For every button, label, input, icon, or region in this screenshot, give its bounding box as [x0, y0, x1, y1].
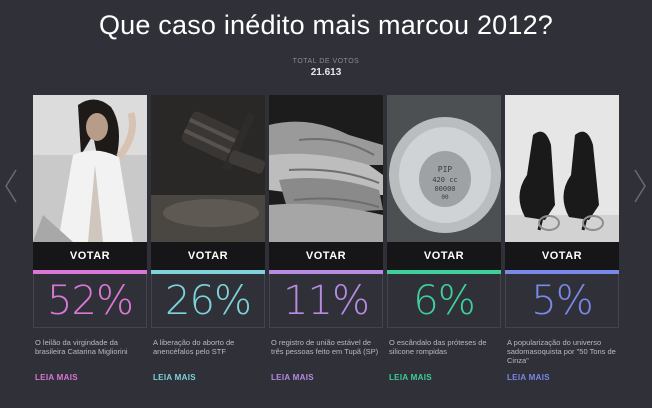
percentage-box: 52% — [33, 274, 147, 328]
svg-text:420 cc: 420 cc — [432, 176, 457, 184]
vote-percentage: 6% — [413, 278, 475, 324]
accent-bar — [387, 270, 501, 274]
accent-bar — [269, 270, 383, 274]
svg-text:00000: 00000 — [434, 185, 455, 193]
silicone-implant-photo: PIP 420 cc 00000 00 — [387, 95, 501, 242]
read-more-link[interactable]: LEIA MAIS — [271, 373, 314, 382]
read-more-link[interactable]: LEIA MAIS — [35, 373, 78, 382]
vote-button[interactable]: VOTAR — [33, 242, 147, 270]
vote-percentage: 5% — [531, 278, 593, 324]
accent-bar — [505, 270, 619, 274]
poll-question: Que caso inédito mais marcou 2012? — [98, 10, 554, 40]
read-more-link[interactable]: LEIA MAIS — [389, 373, 432, 382]
poll-option-card: VOTAR 5% A popularização do universo sad… — [505, 95, 619, 395]
implant-text: PIP — [438, 165, 453, 174]
vote-percentage: 52% — [47, 278, 134, 324]
stacked-hands-photo — [269, 95, 383, 242]
percentage-box: 26% — [151, 274, 265, 328]
option-description: O escândalo das próteses de silicone rom… — [389, 338, 487, 356]
option-description: A liberação do aborto de anencéfalos pel… — [153, 338, 235, 356]
total-votes-label: TOTAL DE VOTOS — [292, 58, 360, 65]
vote-button[interactable]: VOTAR — [269, 242, 383, 270]
option-description: A popularização do universo sadomasoquis… — [507, 338, 616, 365]
next-arrow-button[interactable] — [633, 168, 647, 204]
read-more-link[interactable]: LEIA MAIS — [507, 373, 550, 382]
high-heels-photo — [505, 95, 619, 242]
vote-button[interactable]: VOTAR — [151, 242, 265, 270]
vote-button[interactable]: VOTAR — [505, 242, 619, 270]
accent-bar — [151, 270, 265, 274]
chevron-right-icon — [634, 169, 646, 203]
percentage-box: 6% — [387, 274, 501, 328]
vote-percentage: 26% — [165, 278, 252, 324]
poll-option-card: VOTAR 52% O leilão da virgindade da bras… — [33, 95, 147, 395]
woman-photo — [33, 95, 147, 242]
vote-percentage: 11% — [283, 278, 370, 324]
percentage-box: 11% — [269, 274, 383, 328]
chevron-left-icon — [5, 169, 17, 203]
previous-arrow-button[interactable] — [4, 168, 18, 204]
poll-option-card: VOTAR 11% O registro de união estável de… — [269, 95, 383, 395]
gavel-photo — [151, 95, 265, 242]
poll-option-card: PIP 420 cc 00000 00 VOTAR 6% O escândalo… — [387, 95, 501, 395]
percentage-box: 5% — [505, 274, 619, 328]
read-more-link[interactable]: LEIA MAIS — [153, 373, 196, 382]
option-description: O leilão da virgindade da brasileira Cat… — [35, 338, 128, 356]
vote-button[interactable]: VOTAR — [387, 242, 501, 270]
accent-bar — [33, 270, 147, 274]
total-votes-count: 21.613 — [310, 67, 342, 78]
poll-option-card: VOTAR 26% A liberação do aborto de anenc… — [151, 95, 265, 395]
option-description: O registro de união estável de três pess… — [271, 338, 379, 356]
svg-text:00: 00 — [441, 194, 449, 201]
